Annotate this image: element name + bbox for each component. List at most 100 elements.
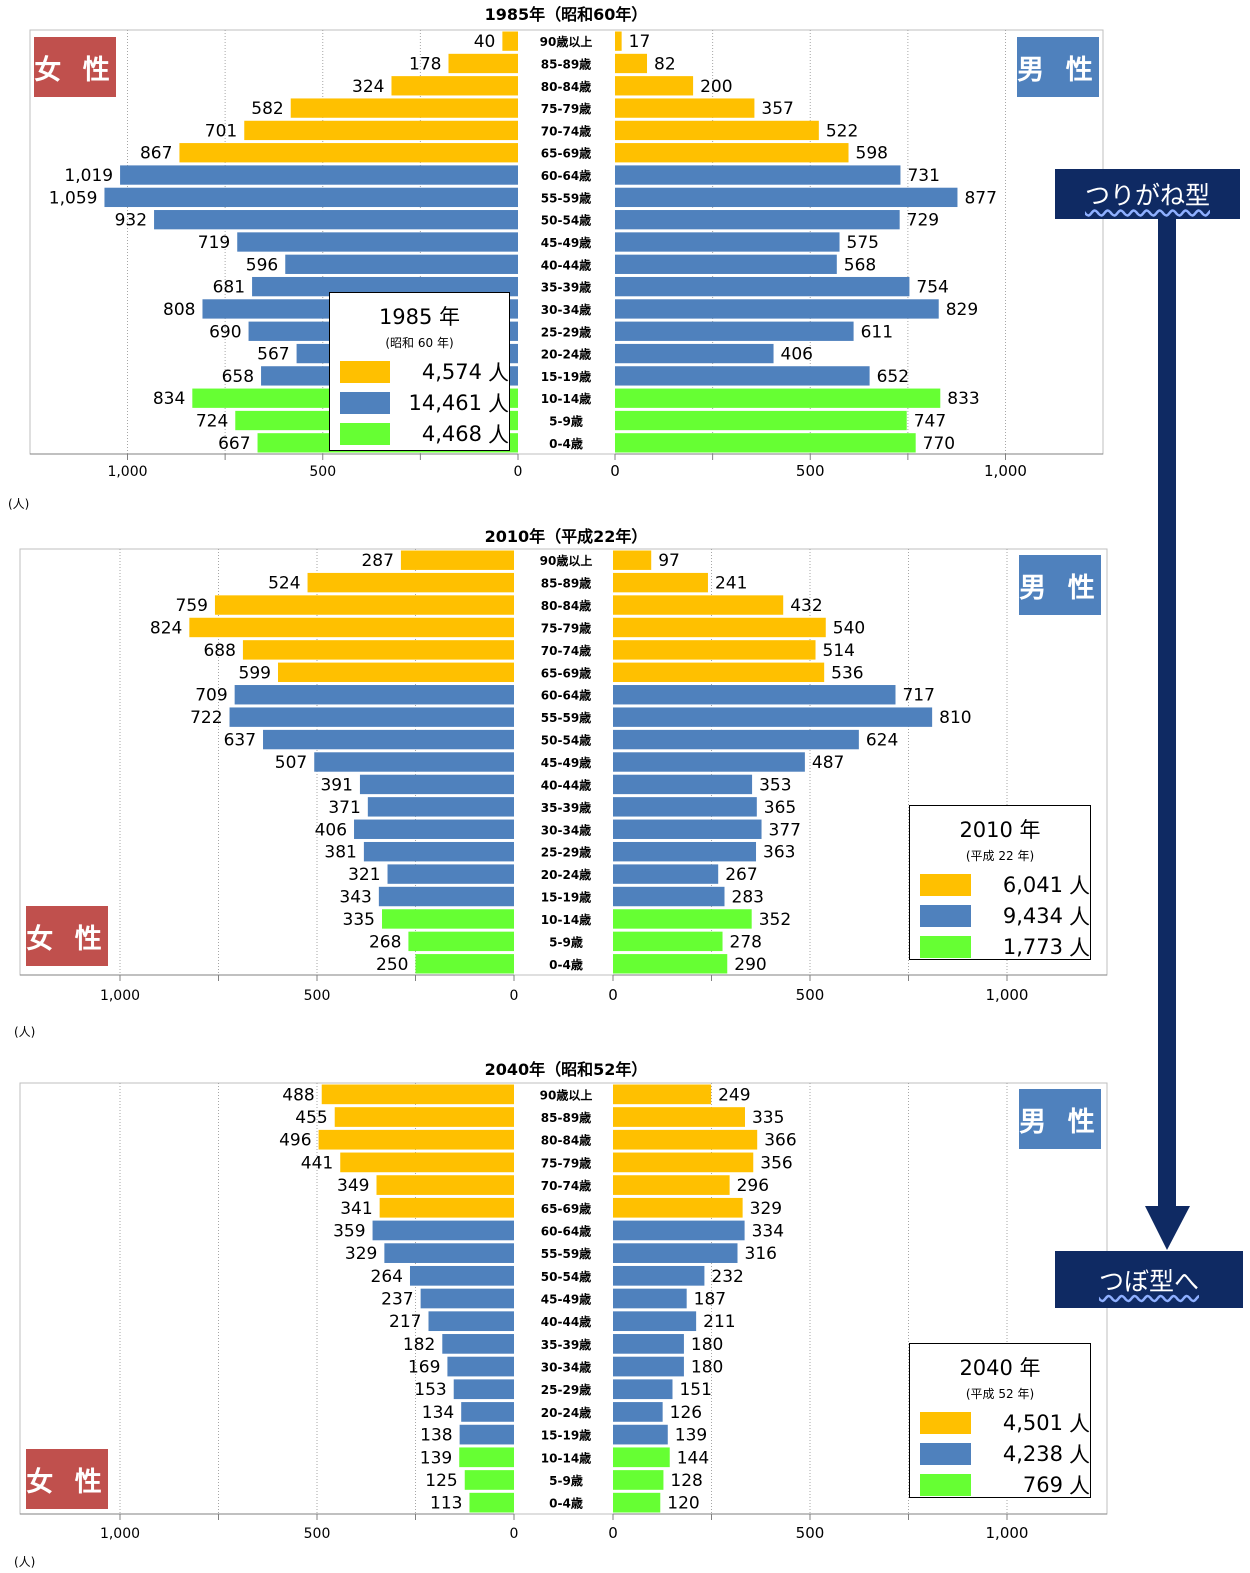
legend-subtitle: (平成 52 年) bbox=[965, 1387, 1035, 1401]
bar-male bbox=[613, 595, 784, 615]
age-group-label: 15-19歳 bbox=[541, 1428, 591, 1443]
bar-male bbox=[613, 1356, 684, 1377]
data-label-female: 391 bbox=[320, 775, 352, 795]
age-group-label: 85-89歳 bbox=[541, 56, 591, 71]
data-label-male: 363 bbox=[763, 843, 795, 863]
data-label-male: 365 bbox=[764, 798, 796, 818]
data-label-female: 125 bbox=[425, 1471, 457, 1491]
legend-swatch-young bbox=[920, 1473, 971, 1496]
x-tick-label-male: 500 bbox=[796, 462, 825, 480]
data-label-male: 316 bbox=[745, 1244, 777, 1264]
data-label-male: 731 bbox=[907, 166, 939, 186]
data-label-male: 352 bbox=[759, 910, 791, 930]
x-tick-label-male: 0 bbox=[608, 986, 618, 1004]
legend-swatch-elderly bbox=[920, 1411, 971, 1434]
data-label-male: 17 bbox=[629, 32, 651, 52]
data-label-female: 1,019 bbox=[64, 166, 113, 186]
age-group-label: 25-29歳 bbox=[541, 1382, 591, 1397]
bar-male bbox=[615, 210, 900, 230]
age-group-label: 70-74歳 bbox=[541, 1178, 591, 1193]
bar-female bbox=[277, 662, 514, 683]
bar-male bbox=[615, 343, 774, 364]
female-badge-2040: 女 性 bbox=[26, 1449, 108, 1509]
x-tick-label-male: 1,000 bbox=[986, 1524, 1029, 1542]
bar-male bbox=[613, 662, 825, 683]
data-label-female: 724 bbox=[196, 412, 228, 432]
data-label-female: 217 bbox=[389, 1312, 421, 1332]
bar-female bbox=[120, 165, 518, 185]
data-label-female: 455 bbox=[295, 1108, 327, 1128]
data-label-male: 377 bbox=[769, 820, 801, 840]
bar-male bbox=[613, 617, 826, 638]
legend-unit: 人 bbox=[1069, 1411, 1090, 1436]
legend-value-elderly: 4,501 bbox=[1002, 1410, 1063, 1435]
data-label-male: 200 bbox=[700, 77, 732, 97]
data-label-male: 296 bbox=[737, 1176, 769, 1196]
data-label-female: 113 bbox=[430, 1494, 462, 1514]
age-group-label: 5-9歳 bbox=[549, 934, 583, 949]
legend-unit: 人 bbox=[1069, 904, 1090, 929]
x-tick-label-female: 1,000 bbox=[100, 1526, 140, 1542]
age-group-label: 70-74歳 bbox=[541, 643, 591, 658]
bar-female bbox=[334, 1107, 514, 1127]
bar-male bbox=[613, 572, 708, 593]
legend-swatch-elderly bbox=[340, 360, 391, 383]
legend-unit: 人 bbox=[1069, 873, 1090, 898]
bar-female bbox=[285, 254, 518, 274]
bar-male bbox=[613, 1424, 668, 1445]
bar-female bbox=[459, 1424, 514, 1445]
data-label-male: 833 bbox=[947, 389, 979, 409]
bar-female bbox=[234, 685, 515, 705]
data-label-female: 681 bbox=[213, 278, 245, 298]
bar-male bbox=[615, 53, 648, 74]
bar-male bbox=[613, 1084, 712, 1105]
data-label-female: 1,059 bbox=[49, 188, 98, 208]
data-label-female: 582 bbox=[251, 99, 283, 119]
data-label-female: 329 bbox=[345, 1244, 377, 1264]
data-label-male: 514 bbox=[823, 641, 855, 661]
x-tick-label-male: 1,000 bbox=[986, 986, 1029, 1004]
bar-female bbox=[376, 1175, 514, 1195]
legend-swatch-working bbox=[920, 904, 971, 927]
data-label-female: 567 bbox=[257, 345, 289, 365]
legend-swatch-young bbox=[340, 422, 391, 445]
stage-from-text: つりがね型 bbox=[1084, 181, 1210, 210]
bar-female bbox=[442, 1334, 514, 1354]
data-label-female: 867 bbox=[140, 144, 172, 164]
legend-title: 1985 年 bbox=[378, 305, 461, 329]
data-label-female: 178 bbox=[409, 54, 441, 74]
bar-male bbox=[615, 299, 939, 319]
stage-arrow-shaft bbox=[1158, 219, 1176, 1207]
data-label-male: 290 bbox=[734, 955, 766, 975]
bar-male bbox=[615, 98, 755, 118]
chart-title: 2040年（昭和52年） bbox=[485, 1060, 648, 1079]
bar-female bbox=[359, 774, 514, 795]
legend-subtitle: (昭和 60 年) bbox=[385, 336, 454, 350]
x-tick-label-female: 0 bbox=[510, 1526, 519, 1542]
bar-female bbox=[242, 640, 515, 660]
bar-male bbox=[613, 1288, 687, 1309]
data-label-female: 341 bbox=[340, 1199, 372, 1219]
bar-female bbox=[237, 232, 518, 252]
age-group-label: 40-44歳 bbox=[541, 257, 591, 272]
age-group-label: 90歳以上 bbox=[540, 1087, 593, 1102]
bar-female bbox=[453, 1379, 514, 1400]
data-label-male: 97 bbox=[658, 551, 680, 571]
data-label-male: 540 bbox=[833, 618, 865, 638]
bar-male bbox=[613, 1197, 743, 1218]
data-label-female: 343 bbox=[339, 888, 371, 908]
x-tick-label-female: 500 bbox=[304, 988, 331, 1004]
legend-2040: 2040 年 (平成 52 年) 4,501 人 4,238 人 769 人 bbox=[909, 1343, 1091, 1498]
data-label-male: 810 bbox=[939, 708, 971, 728]
bar-male bbox=[615, 143, 849, 163]
age-group-label: 10-14歳 bbox=[541, 1450, 591, 1465]
bar-male bbox=[615, 433, 916, 453]
data-label-female: 139 bbox=[420, 1448, 452, 1468]
data-label-female: 134 bbox=[422, 1403, 454, 1423]
data-label-male: 729 bbox=[907, 211, 939, 231]
legend-value-young: 769 bbox=[1022, 1472, 1063, 1497]
bar-female bbox=[307, 572, 514, 593]
chart-title: 1985年（昭和60年） bbox=[485, 5, 648, 24]
bar-male bbox=[615, 321, 854, 341]
data-label-male: 120 bbox=[667, 1494, 699, 1514]
